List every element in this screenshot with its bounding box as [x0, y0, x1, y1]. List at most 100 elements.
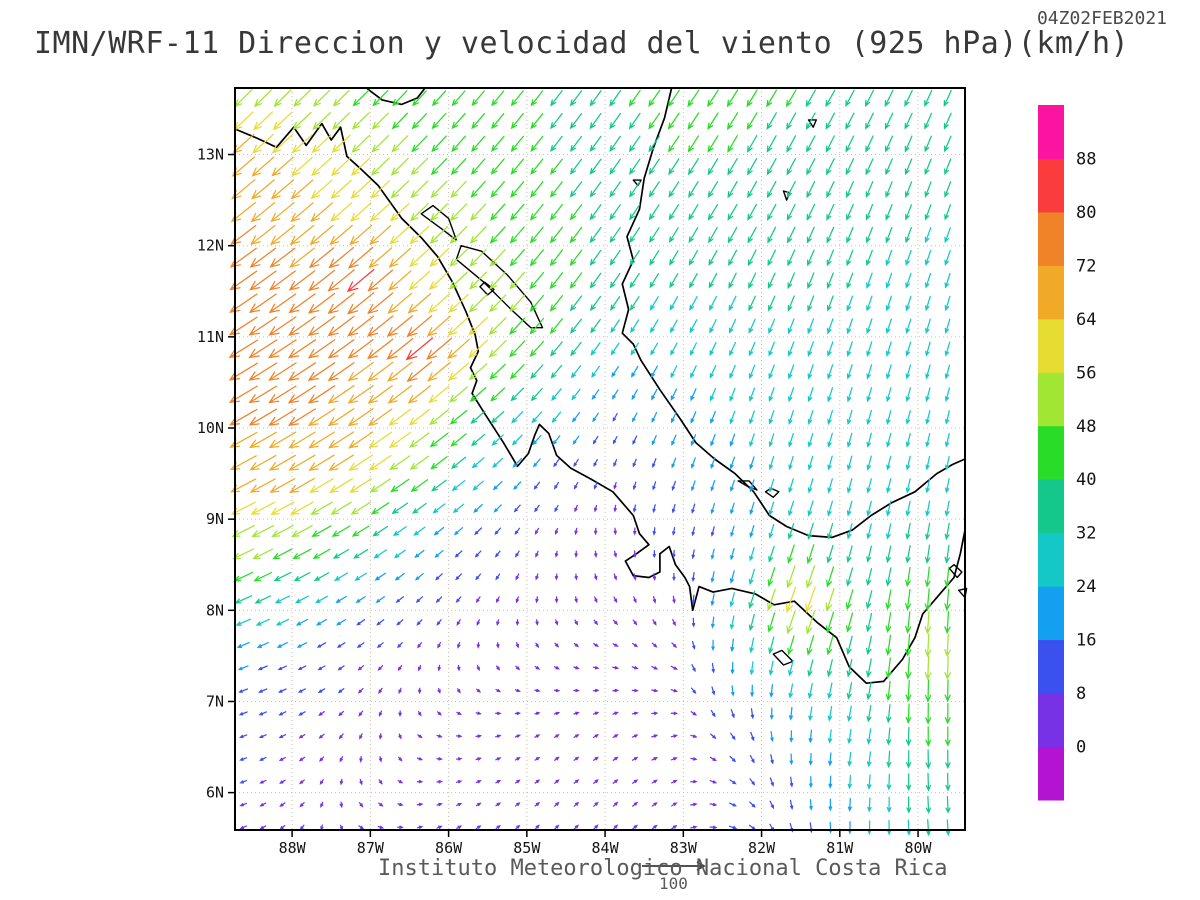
wind-arrow	[866, 728, 872, 745]
wind-arrow	[573, 756, 580, 761]
wind-arrow	[490, 387, 506, 402]
wind-arrow	[825, 135, 835, 153]
wind-arrow	[398, 687, 402, 695]
wind-arrow	[767, 588, 776, 612]
wind-arrow	[769, 800, 775, 810]
wind-arrow	[469, 386, 487, 403]
wind-arrow	[378, 802, 384, 807]
wind-arrow	[944, 318, 951, 335]
wind-arrow	[631, 688, 639, 693]
wind-arrow	[846, 432, 853, 448]
wind-arrow	[924, 227, 932, 244]
wind-arrow	[905, 318, 912, 335]
wind-arrow	[672, 572, 676, 582]
wind-arrow	[925, 726, 932, 747]
wind-arrow	[448, 293, 469, 313]
wind-arrow	[396, 619, 404, 626]
wind-arrow	[670, 779, 678, 784]
wind-arrow	[711, 639, 715, 652]
wind-arrow	[573, 711, 580, 716]
wind-arrow	[259, 779, 267, 784]
wind-arrow	[417, 734, 423, 739]
wind-arrow	[805, 586, 816, 614]
wind-arrow	[767, 612, 776, 633]
wind-arrow	[554, 801, 560, 807]
plot-border	[234, 87, 966, 831]
wind-arrow	[309, 477, 334, 493]
wind-arrow	[593, 643, 600, 648]
wind-arrow	[789, 776, 794, 788]
wind-arrow	[347, 361, 374, 382]
wind-arrow	[652, 550, 657, 559]
wind-arrow	[769, 707, 774, 721]
wind-arrow	[690, 734, 698, 738]
wind-arrow	[428, 271, 450, 290]
wind-arrow	[610, 342, 620, 356]
wind-arrow	[429, 409, 449, 426]
wind-arrow	[886, 387, 892, 403]
wind-arrow	[591, 365, 601, 378]
wind-arrow	[554, 504, 559, 513]
wind-arrow	[709, 342, 717, 357]
wind-arrow	[905, 249, 912, 267]
wind-arrow	[729, 615, 735, 630]
wind-arrow	[311, 525, 332, 537]
wind-arrow	[748, 590, 756, 610]
wind-arrow	[248, 431, 277, 449]
wind-arrow	[409, 432, 430, 448]
colorbar-segment	[1038, 425, 1064, 480]
colorbar-segment	[1038, 639, 1064, 694]
wind-arrow	[495, 757, 502, 761]
wind-arrow	[612, 412, 618, 422]
wind-arrow	[338, 733, 344, 740]
wind-arrow	[885, 135, 894, 153]
wind-arrow	[690, 411, 697, 424]
wind-arrow	[410, 203, 429, 222]
wind-arrow	[551, 411, 562, 424]
wind-arrow	[710, 526, 715, 537]
wind-arrow	[339, 824, 343, 831]
wind-arrow	[846, 658, 853, 678]
wind-arrow	[470, 203, 487, 222]
wind-arrow	[789, 753, 794, 766]
wind-arrow	[846, 682, 853, 700]
wind-arrow	[569, 90, 583, 107]
wind-arrow	[356, 642, 365, 648]
wind-arrow	[633, 527, 637, 536]
wind-arrow	[828, 775, 833, 789]
island-or-lake-outline	[948, 564, 963, 579]
y-tick-label: 9N	[206, 510, 224, 528]
wind-arrow	[549, 249, 564, 267]
wind-arrow	[652, 527, 656, 536]
wind-arrow	[490, 180, 506, 198]
wind-arrow	[905, 679, 912, 702]
wind-arrow	[573, 801, 580, 807]
wind-arrow	[553, 734, 560, 738]
wind-arrow	[259, 825, 267, 830]
wind-arrow	[489, 226, 506, 244]
wind-arrow	[492, 457, 504, 469]
wind-arrow	[553, 481, 560, 490]
wind-arrow	[729, 732, 736, 741]
wind-arrow	[649, 250, 660, 266]
wind-arrow	[925, 455, 931, 471]
wind-arrow	[866, 681, 872, 701]
island-or-lake-outline	[479, 281, 495, 296]
colorbar-label: 0	[1076, 738, 1086, 758]
wind-arrow	[944, 588, 951, 612]
wind-arrow	[747, 226, 757, 244]
wind-arrow	[387, 385, 412, 404]
wind-arrow	[670, 342, 678, 356]
wind-arrow	[367, 269, 394, 292]
wind-arrow	[847, 797, 852, 812]
wind-arrow	[866, 341, 873, 357]
wind-arrow	[239, 825, 248, 830]
wind-arrow	[669, 296, 679, 311]
wind-arrow	[253, 571, 273, 582]
wind-arrow	[290, 202, 314, 223]
wind-arrow	[668, 227, 679, 244]
wind-arrow	[475, 825, 482, 830]
wind-arrow	[294, 595, 309, 604]
wind-arrow	[352, 89, 370, 107]
wind-arrow	[827, 522, 834, 540]
